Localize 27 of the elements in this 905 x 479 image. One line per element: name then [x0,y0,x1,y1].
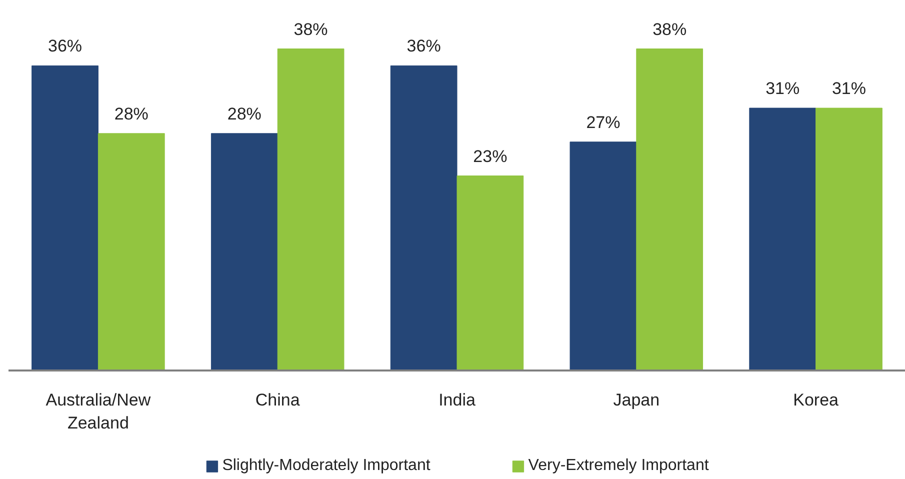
data-label: 36% [48,36,82,56]
x-tick-label: Korea [793,390,840,410]
data-label: 27% [586,112,620,132]
x-tick-label: China [255,390,300,410]
x-tick-label: India [438,390,476,410]
x-tick-label: Japan [613,390,660,410]
data-label: 28% [114,104,148,124]
bar [210,133,278,371]
data-label: 38% [652,20,687,39]
data-label: 31% [766,79,800,98]
bar [456,176,524,371]
bar [277,48,344,371]
x-tick-label: Australia/New Zealand [46,390,152,432]
bar [570,142,637,371]
bar [98,133,165,371]
data-label: 38% [294,20,328,39]
data-label: 31% [832,79,866,98]
bar [390,65,458,371]
bar [32,65,98,371]
data-label: 23% [473,146,508,166]
data-label: 36% [406,36,441,56]
legend-label: Slightly-Moderately Important [222,457,430,475]
bar [636,48,704,371]
bar [816,108,882,371]
bar [749,108,816,371]
data-label: 28% [227,104,262,124]
legend-label: Very-Extremely Important [528,457,709,475]
